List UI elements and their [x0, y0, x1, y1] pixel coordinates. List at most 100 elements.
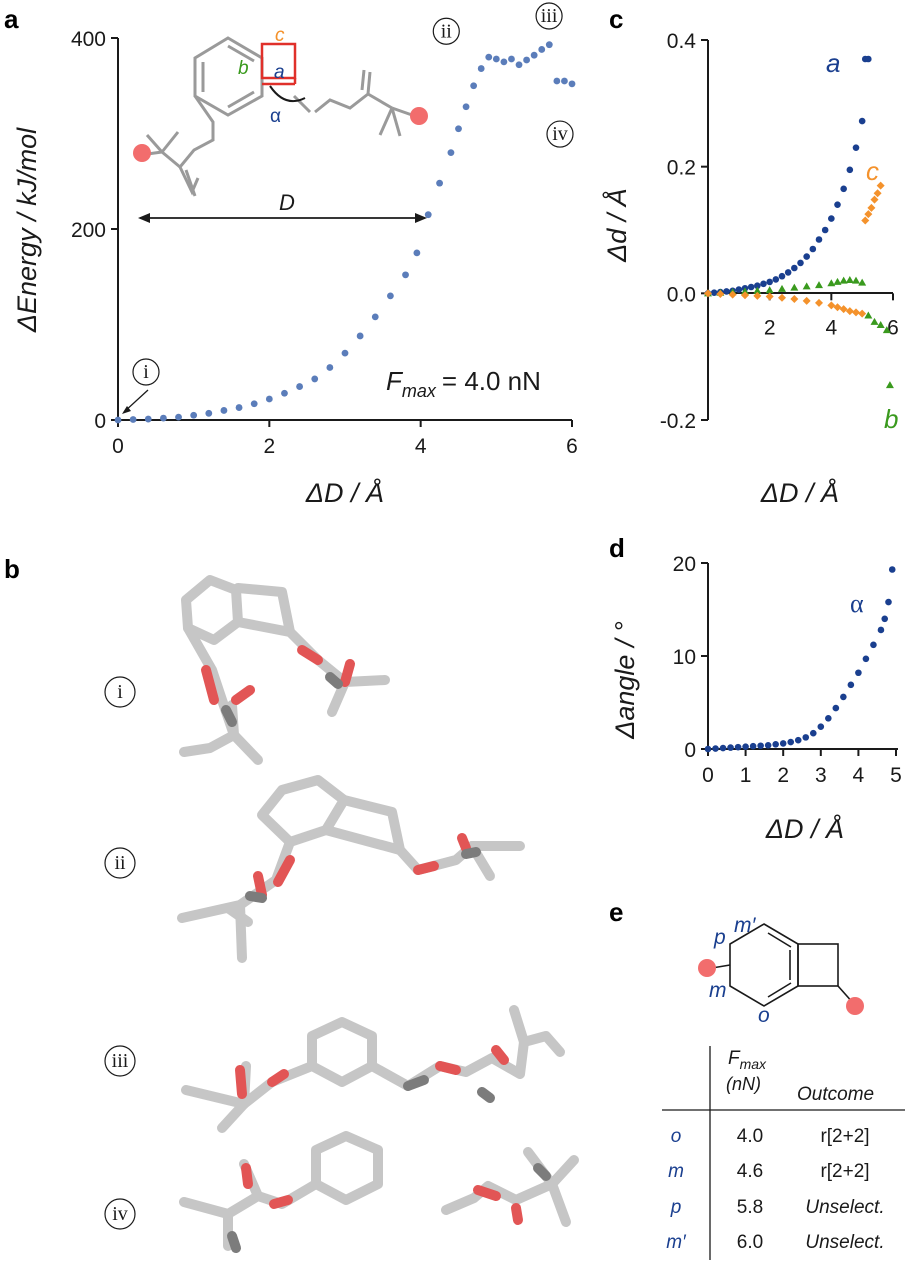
- panel-letter-b: b: [4, 554, 20, 584]
- energy-point: [220, 407, 228, 414]
- angle-point: [885, 598, 892, 606]
- point-series-a: [858, 117, 866, 125]
- ring-label-p: p: [713, 926, 726, 949]
- series-label-c: c: [866, 156, 879, 186]
- angle-point: [727, 744, 734, 751]
- distance-label: D: [279, 190, 295, 215]
- table-header-unit: (nN): [726, 1074, 761, 1094]
- fmax-annotation: Fmax = 4.0 nN: [386, 366, 541, 401]
- point-series-c: [778, 293, 786, 302]
- angle-x-tick-label: 1: [740, 764, 752, 787]
- energy-point: [144, 415, 152, 423]
- point-series-a: [760, 280, 767, 288]
- table-row-position: p: [670, 1197, 682, 1218]
- energy-point: [160, 414, 167, 422]
- energy-point: [311, 375, 319, 383]
- point-series-a: [840, 185, 847, 193]
- point-series-c: [716, 289, 725, 298]
- table-row-position: o: [671, 1126, 682, 1147]
- point-series-c: [833, 303, 842, 312]
- point-series-b: [864, 311, 873, 319]
- energy-point: [561, 77, 568, 85]
- angle-x-label: ΔD / Å: [765, 813, 844, 844]
- structure-marker-iv: [104, 1198, 136, 1230]
- energy-point: [492, 55, 500, 63]
- angle-y-tick-label: 10: [673, 646, 696, 669]
- angle-point: [832, 704, 840, 712]
- angle-point: [712, 745, 719, 752]
- point-series-c: [861, 216, 870, 225]
- point-series-a: [809, 245, 817, 253]
- energy-point: [413, 249, 421, 257]
- energy-x-tick-label: 6: [566, 435, 578, 458]
- angle-y-label: Δangle / °: [610, 621, 640, 740]
- structure-marker-ii: [104, 847, 136, 879]
- angle-point: [847, 681, 855, 689]
- ring-label-o: o: [758, 1004, 770, 1027]
- inset-label-alpha: α: [270, 106, 281, 127]
- angle-point: [704, 745, 712, 753]
- inset-benzene-ring: [193, 36, 264, 117]
- energy-point: [205, 409, 213, 417]
- inset-molecule: [139, 36, 413, 197]
- point-series-b: [778, 284, 786, 292]
- point-series-c: [704, 289, 712, 298]
- energy-point: [175, 413, 182, 421]
- distance-x-tick-label: 4: [825, 316, 837, 339]
- energy-point: [500, 58, 508, 66]
- point-series-a: [784, 269, 792, 276]
- point-series-b: [833, 277, 842, 285]
- marker-label-iv: iv: [552, 123, 568, 145]
- point-series-c: [873, 189, 882, 198]
- angle-point: [862, 655, 870, 663]
- energy-point: [530, 51, 538, 59]
- marker-label-iii: iii: [541, 5, 558, 27]
- point-series-a: [846, 166, 854, 174]
- energy-x-label: ΔD / Å: [305, 477, 384, 508]
- point-series-c: [815, 298, 823, 307]
- marker-circle-ii: [432, 17, 460, 45]
- point-series-a: [791, 264, 798, 272]
- angle-point: [840, 693, 847, 701]
- energy-y-tick-label: 0: [94, 410, 106, 433]
- point-series-c: [790, 295, 799, 304]
- distance-arrow-right-head: [415, 213, 427, 223]
- point-series-b: [839, 276, 848, 284]
- distance-y-tick-label: 0.0: [667, 283, 696, 306]
- point-series-b: [765, 286, 774, 294]
- angle-point: [881, 615, 889, 623]
- energy-point: [436, 179, 443, 187]
- point-series-a: [815, 236, 823, 243]
- angle-point: [817, 723, 825, 730]
- inset-label-b: b: [238, 58, 249, 79]
- angle-point: [742, 743, 749, 750]
- structure-label-i: i: [117, 681, 123, 703]
- point-series-a: [710, 289, 718, 297]
- marker-circle-i: [132, 358, 160, 386]
- energy-point: [545, 41, 553, 49]
- energy-chart: 0 2 4 6 0 200 400 ΔD / Å ΔEnergy / kJ/mol Fmax…: [12, 2, 578, 508]
- distance-x-label: ΔD / Å: [760, 477, 839, 508]
- structure-i: [179, 575, 390, 765]
- point-series-a: [834, 201, 841, 208]
- angle-point: [877, 626, 885, 634]
- structure-label-iii: iii: [112, 1050, 129, 1072]
- point-series-b: [845, 276, 854, 284]
- point-series-c: [753, 291, 762, 300]
- energy-point: [424, 211, 432, 219]
- distance-chart: 2 4 6 -0.2 0.0 0.2 0.4 ΔD / Å Δd / Å a c b: [601, 30, 899, 508]
- point-series-a: [747, 283, 755, 291]
- structure-marker-i: [104, 676, 136, 708]
- energy-point: [470, 82, 478, 90]
- angle-chart: 0 1 2 3 4 5 0 10 20 ΔD / Å Δangle / ° α: [610, 553, 902, 844]
- table-header-fmax: Fmax: [728, 1048, 767, 1072]
- energy-y-tick-label: 400: [71, 28, 106, 51]
- structure-ii: [177, 775, 525, 963]
- angle-x-tick-label: 5: [890, 764, 902, 787]
- table-row-position: m′: [666, 1232, 687, 1253]
- marker-circle-iv: [546, 120, 574, 148]
- angle-x-tick-label: 2: [777, 764, 789, 787]
- distance-y-label: Δd / Å: [601, 188, 632, 263]
